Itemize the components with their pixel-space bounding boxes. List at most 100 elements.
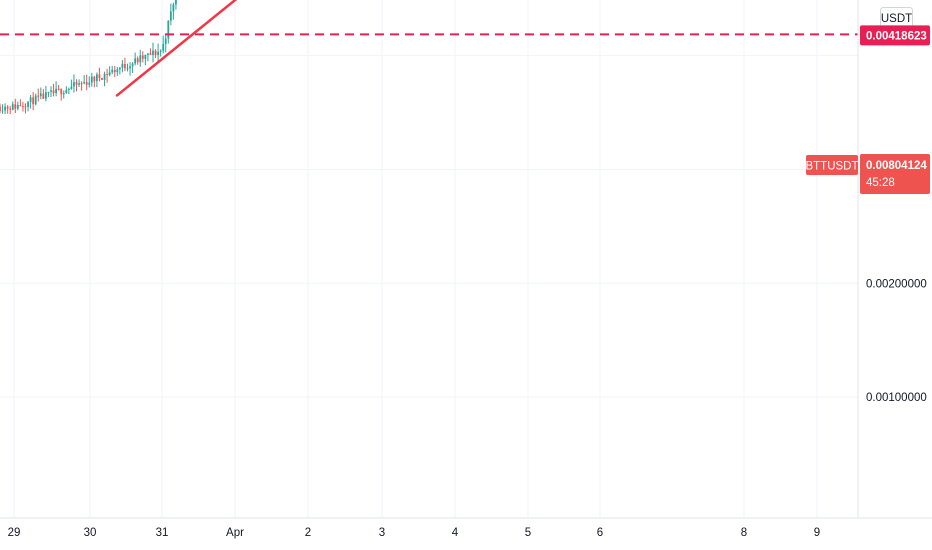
grid bbox=[0, 0, 858, 518]
price-axis-background bbox=[858, 0, 932, 550]
candle-body bbox=[147, 53, 149, 55]
time-tick-label: 31 bbox=[156, 527, 169, 539]
candle-body bbox=[136, 58, 139, 63]
price-tick-label: 0.00200000 bbox=[866, 278, 927, 290]
candle-body bbox=[34, 95, 37, 105]
price-axis[interactable]: 0.011000000.010000000.009000000.00600000… bbox=[805, 0, 932, 550]
candle-body bbox=[75, 82, 78, 85]
candle-body bbox=[73, 82, 75, 87]
candle-body bbox=[42, 93, 45, 99]
current-price-badge[interactable] bbox=[860, 154, 930, 194]
time-tick-label: 30 bbox=[84, 527, 97, 539]
candles bbox=[0, 0, 177, 115]
candle-body bbox=[121, 64, 124, 68]
candle-body bbox=[164, 38, 167, 45]
level-price-badge[interactable] bbox=[860, 25, 930, 46]
candle-body bbox=[9, 108, 12, 110]
candle-body bbox=[144, 54, 147, 59]
candle-body bbox=[101, 78, 103, 80]
candle-body bbox=[159, 50, 162, 52]
candle-body bbox=[154, 50, 157, 55]
candle-body bbox=[162, 44, 165, 51]
candle-body bbox=[106, 73, 108, 75]
candle-body bbox=[24, 106, 27, 108]
time-tick-label: 4 bbox=[452, 527, 459, 539]
candle-body bbox=[169, 11, 172, 21]
candle-body bbox=[96, 74, 98, 82]
candle-body bbox=[134, 58, 137, 64]
time-tick-label: 2 bbox=[305, 527, 311, 539]
candle-body bbox=[175, 0, 177, 5]
time-tick-label: 9 bbox=[814, 527, 820, 539]
candle-body bbox=[152, 50, 154, 55]
candle-body bbox=[157, 51, 159, 55]
time-tick-label: 6 bbox=[597, 527, 603, 539]
time-axis-background bbox=[0, 518, 932, 550]
candle-body bbox=[78, 83, 80, 85]
candle-body bbox=[14, 104, 17, 109]
candle-body bbox=[55, 88, 57, 94]
time-tick-label: 5 bbox=[525, 527, 531, 539]
candle-body bbox=[108, 72, 111, 75]
candle-body bbox=[111, 69, 114, 73]
candle-body bbox=[62, 92, 65, 95]
candle-body bbox=[90, 76, 93, 83]
candle-body bbox=[37, 95, 40, 97]
candle-body bbox=[85, 82, 88, 85]
candle-body bbox=[83, 82, 86, 84]
candle-body bbox=[19, 105, 22, 107]
candle-body bbox=[27, 101, 29, 107]
candle-body bbox=[45, 92, 47, 99]
candle-body bbox=[126, 68, 129, 70]
candle-body bbox=[4, 106, 6, 111]
time-tick-label: Apr bbox=[226, 527, 244, 539]
candle-body bbox=[131, 63, 134, 67]
candle-body bbox=[116, 69, 119, 73]
candle-body bbox=[70, 86, 73, 89]
candle-body bbox=[6, 106, 9, 109]
candle-body bbox=[29, 97, 32, 102]
currency-label: USDT bbox=[881, 13, 912, 25]
price-tick-label: 0.00100000 bbox=[866, 392, 927, 404]
horizontal-levels[interactable] bbox=[0, 0, 858, 36]
candle-body bbox=[47, 91, 50, 93]
candle-body bbox=[52, 90, 55, 94]
candle-body bbox=[124, 64, 126, 69]
candle-body bbox=[39, 93, 42, 97]
candle-body bbox=[57, 88, 60, 90]
candle-body bbox=[172, 4, 175, 12]
candle-body bbox=[11, 104, 14, 110]
candle-body bbox=[149, 53, 152, 55]
candle-body bbox=[167, 20, 170, 39]
symbol-label: BTTUSDT bbox=[805, 161, 858, 173]
time-tick-label: 3 bbox=[379, 527, 385, 539]
candle-body bbox=[0, 106, 1, 111]
trendline[interactable] bbox=[115, 0, 744, 97]
candle-body bbox=[103, 73, 106, 80]
time-tick-label: 8 bbox=[741, 527, 747, 539]
candle-body bbox=[98, 74, 101, 79]
candle-body bbox=[141, 55, 144, 59]
time-tick-label: 29 bbox=[8, 527, 21, 539]
candle-body bbox=[1, 110, 4, 112]
symbol-tag[interactable] bbox=[806, 155, 858, 175]
candle-body bbox=[50, 90, 52, 92]
level-price-label: 0.00418623 bbox=[866, 30, 927, 42]
candle-body bbox=[67, 88, 70, 90]
candle-body bbox=[60, 88, 63, 95]
candle-body bbox=[88, 82, 91, 85]
candle-body bbox=[22, 106, 24, 108]
current-price-label: 0.00804124 bbox=[866, 160, 927, 172]
trendline-line[interactable] bbox=[115, 0, 744, 97]
candle-body bbox=[129, 66, 131, 69]
candle-body bbox=[93, 76, 96, 82]
candle-body bbox=[80, 83, 83, 85]
candle-body bbox=[113, 69, 116, 73]
candle-body bbox=[118, 67, 121, 70]
candle-body bbox=[65, 89, 68, 93]
time-axis[interactable]: 29 30 31 Apr 2 3 4 5 6 8 9 bbox=[0, 517, 932, 550]
countdown-label: 45:28 bbox=[866, 177, 895, 189]
candle-body bbox=[32, 97, 35, 105]
